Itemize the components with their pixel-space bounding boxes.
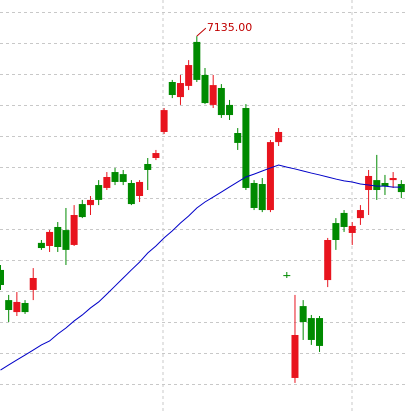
candle-body bbox=[176, 83, 184, 98]
candle-body bbox=[209, 85, 217, 105]
candle-body bbox=[275, 131, 283, 143]
candle-body bbox=[258, 184, 266, 211]
candle-body bbox=[185, 65, 193, 86]
candle-body bbox=[103, 176, 111, 188]
candle-body bbox=[299, 306, 307, 322]
candle-body bbox=[324, 239, 332, 281]
candle-body bbox=[217, 87, 225, 116]
candle-body bbox=[13, 301, 21, 313]
candle-body bbox=[307, 318, 315, 340]
candle-body bbox=[389, 178, 397, 181]
candle-body bbox=[78, 204, 86, 218]
candle-body bbox=[226, 104, 234, 116]
max-pointer bbox=[196, 27, 207, 37]
candle-body bbox=[316, 318, 324, 346]
candle-body bbox=[0, 269, 4, 286]
candle-body bbox=[266, 142, 274, 211]
candle-body bbox=[5, 300, 13, 311]
candle-body bbox=[111, 172, 119, 182]
candle-body bbox=[373, 180, 381, 191]
max-label: 7135.00 bbox=[207, 21, 253, 34]
candle-body bbox=[144, 163, 152, 170]
candle-body bbox=[160, 110, 168, 132]
candle-body bbox=[291, 334, 299, 378]
candle-body bbox=[250, 182, 258, 208]
candle-body bbox=[95, 185, 103, 200]
candle-body bbox=[397, 184, 405, 193]
candle-body bbox=[340, 212, 348, 227]
candle-body bbox=[168, 81, 176, 96]
candle-body bbox=[46, 231, 54, 246]
candle-body bbox=[348, 225, 356, 233]
candle-body bbox=[127, 182, 135, 205]
candle-body bbox=[283, 275, 291, 277]
candle-body bbox=[356, 210, 364, 219]
candle-body bbox=[365, 175, 373, 191]
candle-body bbox=[119, 174, 127, 182]
candle-body bbox=[381, 182, 389, 187]
candle-body bbox=[86, 199, 94, 206]
candle-body bbox=[29, 277, 37, 290]
candle-body bbox=[152, 153, 160, 158]
candle-body bbox=[201, 74, 209, 104]
moving-average bbox=[0, 164, 402, 371]
candle-body bbox=[193, 41, 201, 80]
candle-body bbox=[21, 302, 29, 313]
candle-body bbox=[234, 133, 242, 143]
candle-body bbox=[242, 108, 250, 188]
candle-body bbox=[332, 223, 340, 240]
candle-body bbox=[62, 230, 70, 250]
candle-body bbox=[37, 242, 45, 249]
candle-body bbox=[136, 181, 144, 196]
candle-body bbox=[70, 215, 78, 245]
candle-body bbox=[54, 226, 62, 248]
